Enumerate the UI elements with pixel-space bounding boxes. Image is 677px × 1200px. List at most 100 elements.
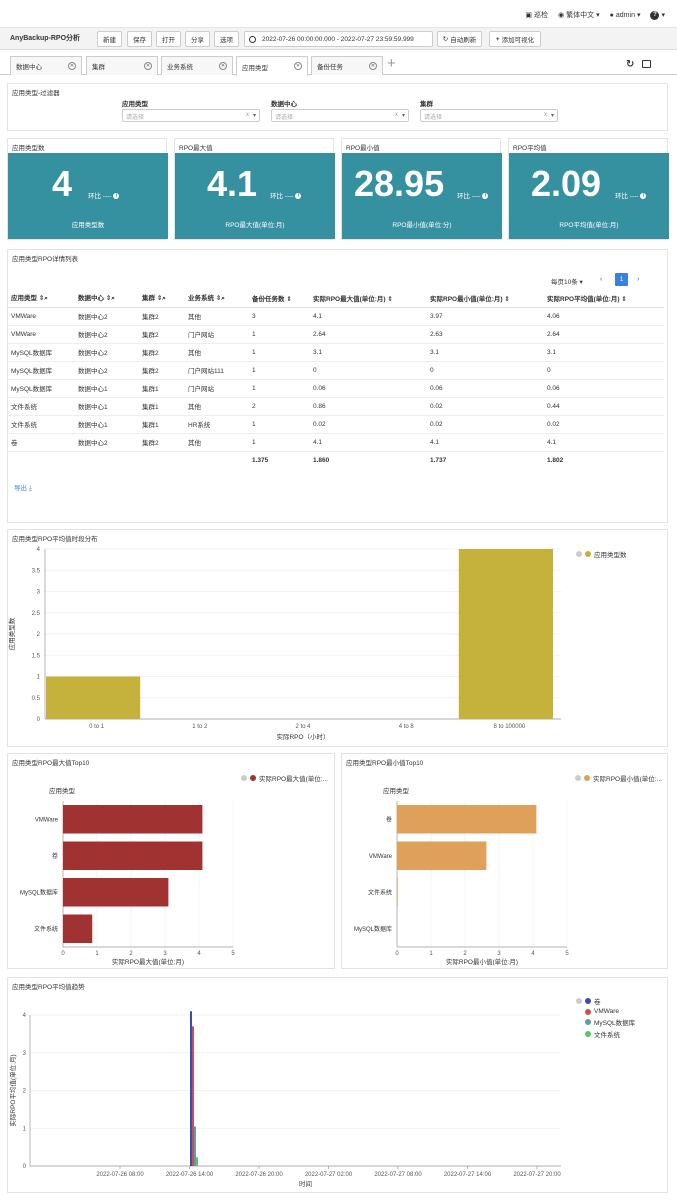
filter-cluster-select[interactable]: 请选择 x ▾ xyxy=(420,109,558,122)
x-tick-label: 2022-07-27 20:00 xyxy=(513,1172,561,1178)
kpi-subtitle: RPO平均值(单位:月) xyxy=(559,222,619,229)
auto-refresh-button[interactable]: ↻ 自动刷新 xyxy=(437,31,482,47)
search-icon[interactable]: ⌕ xyxy=(111,295,115,303)
sort-icon[interactable]: ⇕ xyxy=(215,295,222,303)
refresh-icon[interactable]: ↻ xyxy=(626,59,635,70)
table-row: MySQL数据库 数据中心1 集群1 门户网站 1 0.06 0.06 0.06 xyxy=(7,379,664,398)
page-number-current[interactable]: 1 xyxy=(615,273,628,286)
tab-backup-task[interactable]: 备份任务 ✕ xyxy=(311,56,383,75)
search-icon[interactable]: ⌕ xyxy=(221,295,225,303)
chart-legend[interactable]: 实际RPO最大值(单位:... xyxy=(241,773,328,783)
bar xyxy=(194,1126,196,1166)
close-icon[interactable]: ✕ xyxy=(144,62,152,70)
info-icon[interactable]: i xyxy=(482,193,489,200)
time-range-picker[interactable]: 2022-07-26 00:00:00.000 - 2022-07-27 23:… xyxy=(244,31,433,47)
sort-icon[interactable]: ⇕ xyxy=(504,295,510,303)
add-visualization-button[interactable]: + 添加可视化 xyxy=(489,31,541,47)
close-icon[interactable]: ✕ xyxy=(219,62,227,70)
legend-toggle-icon[interactable] xyxy=(576,998,582,1004)
detail-table: 应用类型 ⇕⌕ 数据中心 ⇕⌕ 集群 ⇕⌕ 业务系统 ⇕⌕ 备份任务数 ⇕ 实际… xyxy=(7,289,664,469)
clear-icon[interactable]: x xyxy=(246,112,249,118)
legend-toggle-icon[interactable] xyxy=(576,551,582,557)
kpi-value: 2.09 xyxy=(531,163,602,204)
chart-legend[interactable]: 应用类型数 xyxy=(576,549,627,559)
tab-business-system[interactable]: 业务系统 ✕ xyxy=(161,56,233,75)
add-tab-plus-icon[interactable]: + xyxy=(387,55,396,72)
column-header-cluster[interactable]: 集群 ⇕⌕ xyxy=(138,289,184,308)
y-tick-label: 0.5 xyxy=(32,696,41,702)
legend-toggle-icon[interactable] xyxy=(241,775,247,781)
column-header-app-type[interactable]: 应用类型 ⇕⌕ xyxy=(7,289,74,308)
info-icon[interactable]: i xyxy=(113,193,120,200)
share-button[interactable]: 分享 xyxy=(185,31,210,47)
table-cell: 0 xyxy=(426,361,543,380)
y-tick-label: 卷 xyxy=(386,815,392,823)
sort-icon[interactable]: ⇕ xyxy=(286,295,292,303)
clear-icon[interactable]: x xyxy=(544,112,547,118)
column-header-task-count[interactable]: 备份任务数 ⇕ xyxy=(248,289,309,308)
table-cell: 数据中心1 xyxy=(74,397,138,416)
column-header-datacenter[interactable]: 数据中心 ⇕⌕ xyxy=(74,289,138,308)
legend-item[interactable]: VMWare xyxy=(585,1008,635,1015)
new-button[interactable]: 新建 xyxy=(97,31,122,47)
export-link[interactable]: 导出 ⤓ xyxy=(14,485,32,492)
page-size-select[interactable]: 每页10条 ▾ xyxy=(551,279,583,286)
info-icon[interactable]: i xyxy=(295,193,302,200)
tour-button[interactable]: ▣ 巡检 xyxy=(525,12,549,19)
tab-app-type[interactable]: 应用类型 ✕ xyxy=(236,56,308,76)
chart-title: 应用类型RPO最大值Top10 xyxy=(12,760,90,767)
table-cell: 0 xyxy=(543,361,664,380)
filter-app-type-select[interactable]: 请选择 x ▾ xyxy=(122,109,260,122)
column-header-business-system[interactable]: 业务系统 ⇕⌕ xyxy=(184,289,248,308)
sort-icon[interactable]: ⇕ xyxy=(105,295,112,303)
search-icon[interactable]: ⌕ xyxy=(44,295,48,303)
caret-down-icon: ▾ xyxy=(596,12,600,19)
close-icon[interactable]: ✕ xyxy=(294,62,302,70)
bar xyxy=(63,805,203,834)
info-icon[interactable]: i xyxy=(640,193,647,200)
y-tick-label: 4 xyxy=(37,547,41,553)
chart-legend[interactable]: 卷 VMWare MySQL数据库 文件系统 xyxy=(576,996,635,1039)
open-button[interactable]: 打开 xyxy=(156,31,181,47)
sort-icon[interactable]: ⇕ xyxy=(156,295,163,303)
sort-icon[interactable]: ⇕ xyxy=(38,295,45,303)
user-dropdown[interactable]: ● admin ▾ xyxy=(609,11,641,20)
next-page-icon[interactable]: › xyxy=(637,276,640,283)
table-cell: 2.63 xyxy=(426,325,543,344)
table-cell: 0.02 xyxy=(309,415,426,434)
clear-icon[interactable]: x xyxy=(395,112,398,118)
close-icon[interactable]: ✕ xyxy=(369,62,377,70)
tab-datacenter[interactable]: 数据中心 ✕ xyxy=(10,56,82,75)
legend-swatch-icon xyxy=(585,1031,591,1037)
help-dropdown[interactable]: ? ▾ xyxy=(650,10,665,20)
x-tick-label: 5 xyxy=(565,951,569,957)
column-header-rpo-max[interactable]: 实际RPO最大值(单位:月) ⇕ xyxy=(309,289,426,308)
filter-datacenter-select[interactable]: 请选择 x ▾ xyxy=(271,109,409,122)
prev-page-icon[interactable]: ‹ xyxy=(600,276,603,283)
legend-item[interactable]: 卷 xyxy=(576,996,635,1006)
legend-toggle-icon[interactable] xyxy=(575,775,581,781)
table-cell: 4.1 xyxy=(309,307,426,326)
close-icon[interactable]: ✕ xyxy=(68,62,76,70)
options-button[interactable]: 选项 xyxy=(214,31,239,47)
language-dropdown[interactable]: ◉ 繁体中文 ▾ xyxy=(558,12,600,19)
table-cell: 数据中心2 xyxy=(74,361,138,380)
sort-icon[interactable]: ⇕ xyxy=(387,295,393,303)
column-header-rpo-min[interactable]: 实际RPO最小值(单位:月) ⇕ xyxy=(426,289,543,308)
save-button[interactable]: 保存 xyxy=(127,31,152,47)
x-tick-label: 2 xyxy=(463,951,467,957)
kpi-title: RPO最大值 xyxy=(179,145,213,152)
tab-cluster[interactable]: 集群 ✕ xyxy=(86,56,158,75)
sort-icon[interactable]: ⇕ xyxy=(621,295,627,303)
print-icon[interactable] xyxy=(642,60,651,68)
help-icon: ? xyxy=(650,10,660,20)
search-icon[interactable]: ⌕ xyxy=(162,295,166,303)
chart-legend[interactable]: 实际RPO最小值(单位:... xyxy=(575,773,662,783)
table-cell: 数据中心1 xyxy=(74,379,138,398)
column-header-rpo-avg[interactable]: 实际RPO平均值(单位:月) ⇕ xyxy=(543,289,664,308)
legend-item[interactable]: 文件系统 xyxy=(585,1029,635,1039)
table-cell: 卷 xyxy=(7,433,74,452)
legend-item[interactable]: MySQL数据库 xyxy=(585,1017,635,1027)
table-cell: 0.06 xyxy=(309,379,426,398)
table-header-row: 应用类型 ⇕⌕ 数据中心 ⇕⌕ 集群 ⇕⌕ 业务系统 ⇕⌕ 备份任务数 ⇕ 实际… xyxy=(7,289,664,308)
